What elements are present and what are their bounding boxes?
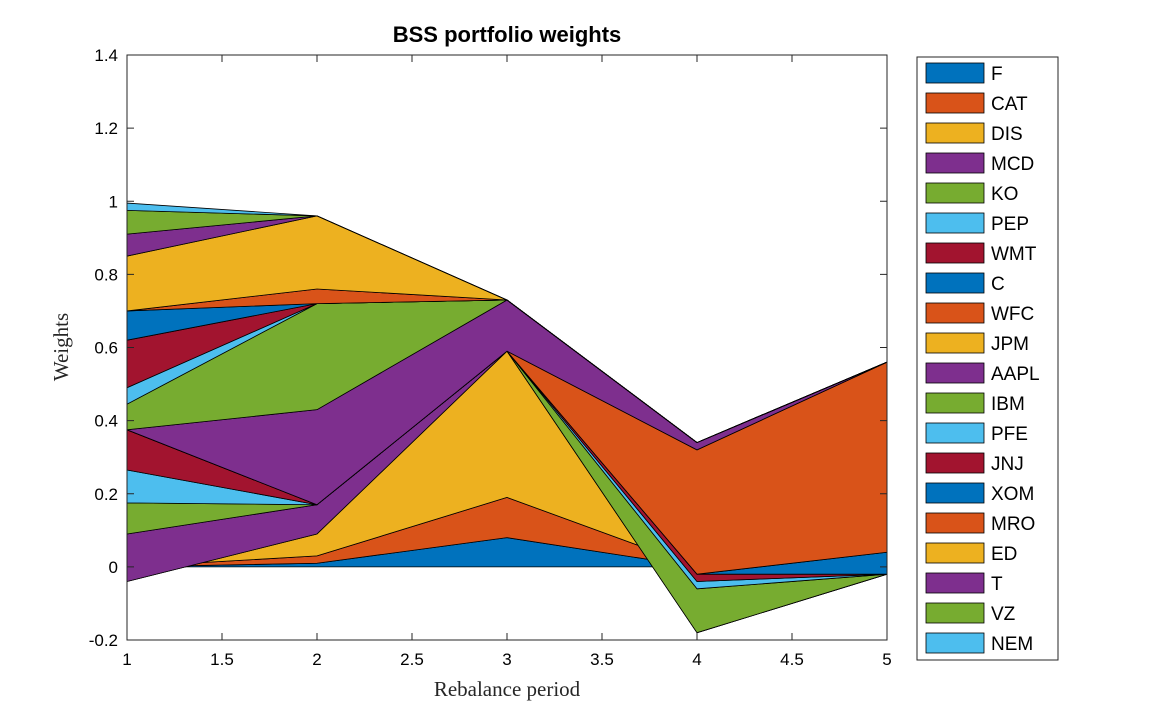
legend-label-jnj: JNJ (991, 454, 1024, 475)
legend-label-cat: CAT (991, 94, 1028, 115)
y-tick-label: 0 (109, 558, 118, 577)
y-tick-label: 0.6 (94, 339, 118, 358)
legend-label-vz: VZ (991, 604, 1016, 625)
legend-swatch-wfc (925, 302, 985, 324)
legend-swatch-jnj (925, 452, 985, 474)
legend-swatch-ed (925, 542, 985, 564)
legend-label-mro: MRO (991, 514, 1035, 535)
x-tick-label: 2 (312, 650, 321, 669)
legend-label-nem: NEM (991, 634, 1033, 655)
y-tick-label: 1.4 (94, 46, 118, 65)
x-tick-label: 1.5 (210, 650, 234, 669)
legend-swatch-wmt (925, 242, 985, 264)
legend-swatch-f (925, 62, 985, 84)
x-tick-label: 2.5 (400, 650, 424, 669)
legend-label-t: T (991, 574, 1003, 595)
legend-label-pep: PEP (991, 214, 1029, 235)
x-tick-label: 3 (502, 650, 511, 669)
legend-label-c: C (991, 274, 1005, 295)
legend-swatch-c (925, 272, 985, 294)
legend: F CAT DIS MCD KO PEP WMT C WFC JPM AAPL IBM PFE JNJ XO… (916, 56, 1059, 661)
legend-swatch-t (925, 572, 985, 594)
legend-label-wmt: WMT (991, 244, 1037, 265)
legend-swatch-mro (925, 512, 985, 534)
x-axis-label: Rebalance period (434, 677, 581, 701)
legend-swatch-vz (925, 602, 985, 624)
legend-swatch-xom (925, 482, 985, 504)
legend-swatch-pep (925, 212, 985, 234)
plot-areas (126, 202, 888, 634)
x-tick-label: 4.5 (780, 650, 804, 669)
legend-box (916, 56, 1059, 661)
chart-title: BSS portfolio weights (393, 22, 622, 47)
legend-swatch-cat (925, 92, 985, 114)
legend-label-mcd: MCD (991, 154, 1034, 175)
legend-swatch-dis (925, 122, 985, 144)
legend-swatch-jpm (925, 332, 985, 354)
y-tick-label: 1.2 (94, 119, 118, 138)
legend-label-ibm: IBM (991, 394, 1025, 415)
legend-label-ed: ED (991, 544, 1017, 565)
x-tick-label: 4 (692, 650, 701, 669)
legend-label-f: F (991, 64, 1003, 85)
legend-swatch-ibm (925, 392, 985, 414)
legend-label-ko: KO (991, 184, 1018, 205)
y-axis-ticks: -0.2 0 0.2 0.4 0.6 0.8 1 1.2 1.4 (89, 46, 887, 650)
y-tick-label: 0.2 (94, 485, 118, 504)
legend-label-xom: XOM (991, 484, 1034, 505)
legend-label-dis: DIS (991, 124, 1023, 145)
legend-label-aapl: AAPL (991, 364, 1040, 385)
legend-swatch-aapl (925, 362, 985, 384)
x-tick-label: 1 (122, 650, 131, 669)
y-tick-label: -0.2 (89, 631, 118, 650)
legend-items: F CAT DIS MCD KO PEP WMT C WFC JPM AAPL IBM PFE JNJ XO… (925, 62, 1040, 655)
y-axis-label: Weights (49, 313, 73, 381)
x-tick-label: 5 (882, 650, 891, 669)
x-axis-ticks: 1 1.5 2 2.5 3 3.5 4 4.5 5 (122, 55, 892, 669)
legend-swatch-ko (925, 182, 985, 204)
area-nem (126, 202, 888, 443)
y-tick-label: 0.8 (94, 265, 118, 284)
legend-label-pfe: PFE (991, 424, 1028, 445)
legend-label-jpm: JPM (991, 334, 1029, 355)
legend-swatch-pfe (925, 422, 985, 444)
legend-swatch-mcd (925, 152, 985, 174)
x-tick-label: 3.5 (590, 650, 614, 669)
legend-swatch-nem (925, 632, 985, 654)
legend-label-wfc: WFC (991, 304, 1034, 325)
y-tick-label: 0.4 (94, 412, 118, 431)
y-tick-label: 1 (109, 192, 118, 211)
